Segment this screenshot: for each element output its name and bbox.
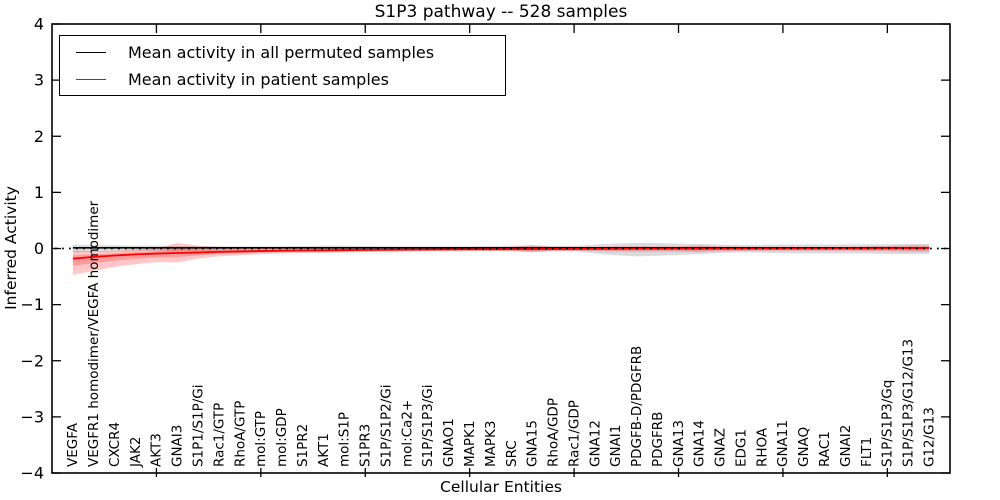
x-tick-label: JAK2	[128, 437, 144, 468]
y-tick-label: 1	[34, 183, 44, 202]
x-tick-label: GNAI3	[170, 425, 186, 467]
patient-confidence-band-core	[72, 246, 930, 266]
x-tick-label: mol:GTP	[253, 411, 269, 467]
x-tick-label: SRC	[504, 440, 520, 467]
x-tick-label: S1P/S1P3/Gq	[880, 380, 896, 467]
x-tick-label: Rac1/GDP	[566, 400, 582, 467]
x-tick-label: GNA15	[525, 420, 541, 467]
permuted-line-swatch-icon	[76, 51, 106, 53]
legend-entry-patient: Mean activity in patient samples	[60, 66, 505, 92]
legend-label-permuted: Mean activity in all permuted samples	[128, 42, 435, 62]
y-tick-label: 2	[34, 127, 44, 146]
x-tick-label: GNA14	[692, 420, 708, 467]
x-tick-label: AKT1	[316, 433, 332, 467]
x-tick-label: GNAQ	[796, 427, 812, 467]
legend-label-patient: Mean activity in patient samples	[128, 69, 389, 89]
x-tick-label: S1P/S1P2/Gi	[378, 385, 394, 468]
x-tick-label: EDG1	[733, 429, 749, 467]
x-tick-label: VEGFR1 homodimer/VEGFA homodimer	[86, 200, 102, 467]
x-tick-label: FLT1	[859, 437, 875, 467]
legend: Mean activity in all permuted samples Me…	[59, 35, 506, 96]
x-tick-label: GNAO1	[441, 418, 457, 467]
x-tick-label: CXCR4	[107, 422, 123, 467]
x-tick-label: VEGFA	[65, 422, 81, 467]
y-tick-label: −3	[20, 407, 44, 426]
y-tick-label: 4	[34, 15, 44, 34]
x-tick-label: GNA12	[587, 420, 603, 467]
legend-entry-permuted: Mean activity in all permuted samples	[60, 39, 505, 65]
y-tick-label: −2	[20, 351, 44, 370]
x-tick-label: PDGFRB	[650, 412, 666, 467]
patient-mean-line	[72, 247, 930, 260]
y-tick-label: −1	[20, 295, 44, 314]
x-tick-label: RHOA	[754, 427, 770, 467]
x-tick-label: S1P1/S1P/Gi	[191, 385, 207, 468]
x-tick-label: MAPK1	[462, 421, 478, 467]
x-axis-title: Cellular Entities	[440, 478, 562, 496]
x-tick-label: S1P/S1P3/G12/G13	[901, 339, 917, 467]
x-tick-label: PDGFB-D/PDGFRB	[629, 346, 645, 467]
x-tick-label: MAPK3	[483, 421, 499, 467]
x-tick-label: mol:GDP	[274, 408, 290, 467]
chart-title: S1P3 pathway -- 528 samples	[374, 2, 628, 22]
x-tick-label: S1PR3	[358, 424, 374, 467]
x-tick-label: GNAI1	[608, 425, 624, 467]
x-tick-label: GNAI2	[838, 425, 854, 467]
x-tick-label: mol:S1P	[337, 412, 353, 467]
x-tick-label: RhoA/GTP	[232, 401, 248, 467]
x-tick-label: mol:Ca2+	[399, 400, 415, 467]
x-tick-label: GNA11	[775, 420, 791, 467]
x-tick-label: GNA13	[671, 420, 687, 467]
y-axis-title: Inferred Activity	[2, 186, 20, 310]
x-tick-label: S1P/S1P3/Gi	[420, 385, 436, 468]
y-tick-label: 0	[34, 239, 44, 258]
x-tick-label: RAC1	[817, 431, 833, 467]
x-tick-label: G12/G13	[921, 407, 937, 467]
x-tick-label: Rac1/GTP	[211, 403, 227, 467]
x-tick-label: GNAZ	[713, 428, 729, 467]
y-tick-label: −4	[20, 464, 44, 483]
patient-line-swatch-icon	[76, 78, 106, 80]
x-tick-label: AKT3	[149, 433, 165, 467]
x-tick-label: RhoA/GDP	[546, 398, 562, 467]
y-tick-label: 3	[34, 71, 44, 90]
x-tick-label: S1PR2	[295, 424, 311, 467]
